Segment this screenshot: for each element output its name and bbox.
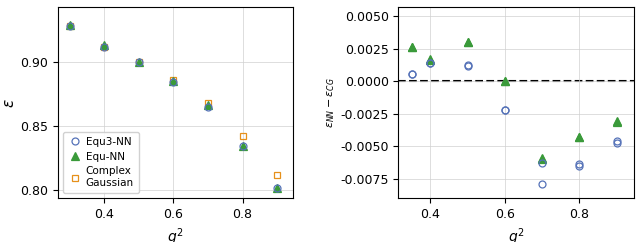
Equ3-NN <box>100 45 108 48</box>
Y-axis label: $\epsilon$: $\epsilon$ <box>2 98 17 108</box>
Equ-NN <box>239 145 246 148</box>
Equ3-NN <box>170 81 177 84</box>
Complex
Gaussian <box>100 45 108 48</box>
Equ3-NN <box>239 145 246 148</box>
Equ3-NN <box>273 187 281 190</box>
X-axis label: $g^2$: $g^2$ <box>508 227 524 242</box>
X-axis label: $g^2$: $g^2$ <box>167 227 184 242</box>
Equ-NN <box>273 187 281 190</box>
Legend: Equ3-NN, Equ-NN, Complex
Gaussian: Equ3-NN, Equ-NN, Complex Gaussian <box>63 132 139 193</box>
Line: Equ-NN: Equ-NN <box>66 22 281 192</box>
Equ-NN <box>135 60 143 63</box>
Y-axis label: $\epsilon_{NN} - \epsilon_{CG}$: $\epsilon_{NN} - \epsilon_{CG}$ <box>326 77 337 128</box>
Equ-NN <box>204 104 212 107</box>
Equ-NN <box>170 80 177 83</box>
Equ3-NN <box>204 105 212 108</box>
Complex
Gaussian <box>170 78 177 81</box>
Complex
Gaussian <box>273 174 281 177</box>
Line: Equ3-NN: Equ3-NN <box>66 23 280 192</box>
Complex
Gaussian <box>239 135 246 137</box>
Equ-NN <box>66 24 74 27</box>
Complex
Gaussian <box>135 60 143 63</box>
Equ3-NN <box>135 60 143 63</box>
Line: Complex
Gaussian: Complex Gaussian <box>66 23 280 179</box>
Complex
Gaussian <box>66 25 74 28</box>
Complex
Gaussian <box>204 101 212 104</box>
Equ3-NN <box>66 25 74 28</box>
Equ-NN <box>100 44 108 47</box>
